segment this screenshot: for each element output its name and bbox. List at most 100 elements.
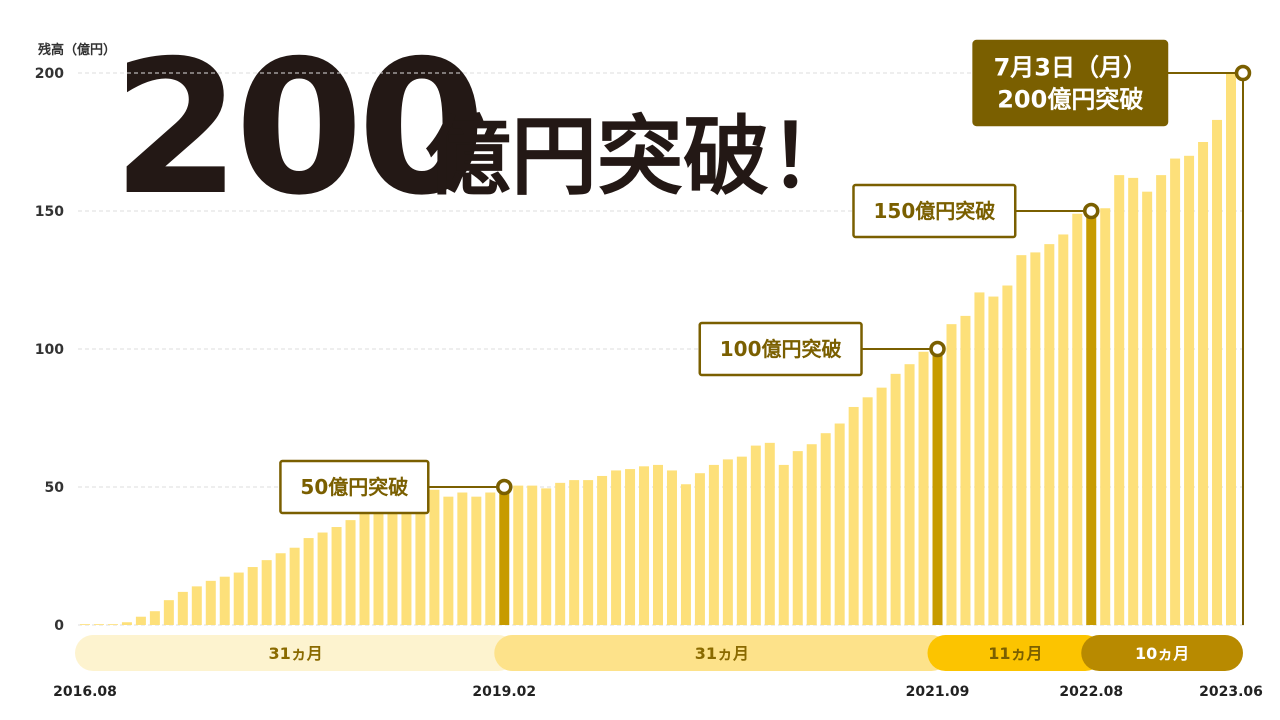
y-tick-label: 0 bbox=[54, 618, 64, 634]
bar bbox=[415, 500, 426, 625]
bar bbox=[1058, 234, 1069, 625]
annotation: 150億円突破 bbox=[852, 183, 1100, 239]
bar bbox=[1212, 119, 1223, 626]
bar bbox=[890, 373, 901, 625]
bar bbox=[80, 624, 90, 625]
bar bbox=[848, 406, 859, 625]
bar bbox=[750, 445, 761, 625]
period-label: 10ヵ月 bbox=[1135, 644, 1189, 663]
bar bbox=[625, 469, 636, 625]
bar bbox=[429, 489, 440, 625]
bar bbox=[862, 397, 873, 625]
annotation-text: 100億円突破 bbox=[720, 337, 842, 361]
annotation: 100億円突破 bbox=[698, 321, 946, 377]
period-band bbox=[494, 635, 950, 671]
bar bbox=[499, 487, 510, 625]
bar bbox=[485, 492, 496, 625]
x-tick-label: 2023.06 bbox=[1199, 684, 1263, 700]
period-band bbox=[75, 635, 517, 671]
bar bbox=[974, 292, 985, 625]
bar bbox=[359, 511, 370, 625]
bar bbox=[806, 444, 817, 625]
bar bbox=[177, 591, 188, 625]
bar bbox=[1044, 244, 1055, 625]
bar bbox=[401, 503, 412, 625]
bar bbox=[1002, 285, 1013, 625]
bar bbox=[597, 475, 608, 625]
bar bbox=[303, 538, 314, 625]
annotation: 50億円突破 bbox=[279, 459, 513, 515]
bar bbox=[778, 464, 789, 625]
bar bbox=[345, 520, 356, 625]
period-band bbox=[1081, 635, 1243, 671]
bar bbox=[471, 496, 482, 625]
bar bbox=[205, 580, 216, 625]
bar bbox=[583, 480, 594, 625]
bar bbox=[1142, 191, 1153, 625]
bar bbox=[1198, 142, 1209, 625]
bar bbox=[541, 488, 552, 625]
bar bbox=[946, 324, 957, 625]
bar bbox=[764, 442, 775, 625]
period-label: 31ヵ月 bbox=[268, 644, 322, 663]
bar bbox=[680, 484, 691, 625]
bar bbox=[932, 349, 943, 625]
bar bbox=[527, 485, 538, 625]
headline-text: 億円突破！ bbox=[425, 107, 855, 207]
bar bbox=[443, 496, 454, 625]
bar bbox=[233, 572, 244, 625]
annotation-text: 50億円突破 bbox=[300, 475, 408, 499]
annotation-box bbox=[972, 39, 1169, 127]
bar bbox=[121, 622, 132, 625]
bar bbox=[1100, 208, 1111, 626]
headline-number: 200 bbox=[112, 20, 480, 236]
bar bbox=[1016, 255, 1027, 625]
bar bbox=[1086, 211, 1097, 625]
bar bbox=[513, 485, 524, 625]
bar bbox=[219, 576, 230, 625]
bar bbox=[331, 527, 342, 625]
annotation-text: 7月3日（月） bbox=[994, 54, 1147, 82]
y-tick-label: 200 bbox=[35, 66, 64, 82]
y-axis-label: 残高（億円） bbox=[38, 42, 116, 58]
bar bbox=[694, 473, 705, 625]
bar bbox=[317, 532, 328, 625]
bar bbox=[653, 464, 663, 625]
bar bbox=[1128, 177, 1139, 625]
x-tick-label: 2016.08 bbox=[53, 684, 117, 700]
bar bbox=[1156, 175, 1167, 625]
bar bbox=[555, 482, 566, 625]
bar bbox=[918, 351, 929, 625]
bar bbox=[373, 509, 384, 625]
period-label: 11ヵ月 bbox=[988, 644, 1042, 663]
bar bbox=[261, 560, 272, 625]
bar bbox=[988, 296, 999, 625]
bar bbox=[1030, 252, 1041, 625]
bar bbox=[247, 567, 258, 625]
bar bbox=[457, 492, 468, 625]
x-tick-label: 2022.08 bbox=[1059, 684, 1123, 700]
x-tick-label: 2021.09 bbox=[906, 684, 970, 700]
bar bbox=[708, 464, 719, 625]
bar bbox=[611, 470, 622, 625]
bar bbox=[834, 423, 845, 625]
bar bbox=[666, 470, 677, 625]
milestone-point bbox=[1234, 64, 1252, 82]
bar bbox=[387, 506, 398, 625]
bar bbox=[1114, 175, 1125, 625]
bar bbox=[1226, 73, 1236, 625]
y-tick-label: 150 bbox=[35, 204, 64, 220]
bar bbox=[163, 600, 174, 625]
x-tick-label: 2019.02 bbox=[472, 684, 536, 700]
bar bbox=[93, 624, 104, 625]
bar bbox=[149, 611, 160, 625]
bar bbox=[191, 586, 202, 625]
bar bbox=[1184, 155, 1195, 626]
bar bbox=[904, 364, 915, 625]
annotation: 7月3日（月） 200億円突破 bbox=[972, 39, 1252, 625]
milestone-point bbox=[1082, 202, 1100, 220]
bar bbox=[960, 315, 971, 625]
period-band bbox=[927, 635, 1104, 671]
bar bbox=[722, 459, 733, 625]
bar bbox=[1072, 213, 1083, 625]
